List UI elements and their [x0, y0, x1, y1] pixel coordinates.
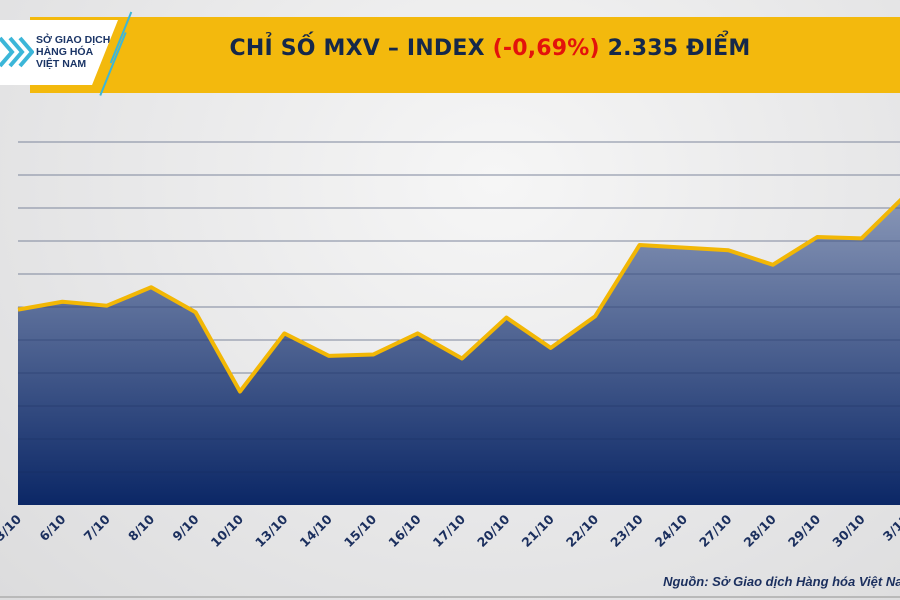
x-tick-label: 15/10	[341, 511, 380, 550]
x-tick-label: 3/10	[0, 511, 24, 543]
title-prefix: CHỈ SỐ MXV – INDEX	[229, 36, 485, 61]
x-tick-label: 10/10	[208, 511, 247, 550]
x-tick-label: 3/11	[880, 512, 900, 544]
area-fill	[18, 200, 900, 505]
x-tick-label: 28/10	[740, 511, 779, 550]
chart-title: CHỈ SỐ MXV – INDEX (-0,69%) 2.335 ĐIỂM	[130, 36, 850, 61]
title-change: (-0,69%)	[492, 36, 600, 61]
source-note: Nguồn: Sở Giao dịch Hàng hóa Việt Nam	[663, 574, 900, 589]
logo-text: VIỆT NAM	[36, 58, 87, 70]
x-tick-label: 7/10	[81, 511, 113, 543]
x-tick-label: 14/10	[296, 511, 335, 550]
x-tick-label: 16/10	[385, 511, 424, 550]
x-tick-label: 21/10	[518, 511, 557, 550]
logo-text: SỞ GIAO DỊCH	[36, 34, 111, 46]
x-tick-label: 20/10	[474, 511, 513, 550]
title-value: 2.335 ĐIỂM	[607, 36, 751, 61]
x-tick-label: 8/10	[125, 511, 157, 543]
logo-text: HÀNG HÓA	[36, 46, 94, 58]
x-tick-label: 13/10	[252, 511, 291, 550]
x-tick-label: 17/10	[430, 511, 469, 550]
x-tick-label: 30/10	[829, 511, 868, 550]
bottom-divider	[0, 596, 900, 598]
x-tick-label: 23/10	[607, 511, 646, 550]
x-tick-label: 6/10	[36, 511, 68, 543]
x-tick-label: 29/10	[785, 511, 824, 550]
x-tick-label: 9/10	[169, 511, 201, 543]
x-tick-label: 22/10	[563, 511, 602, 550]
x-tick-label: 24/10	[652, 511, 691, 550]
title-banner	[30, 17, 900, 93]
x-tick-label: 27/10	[696, 511, 735, 550]
logo-chevron-icon	[0, 36, 34, 68]
